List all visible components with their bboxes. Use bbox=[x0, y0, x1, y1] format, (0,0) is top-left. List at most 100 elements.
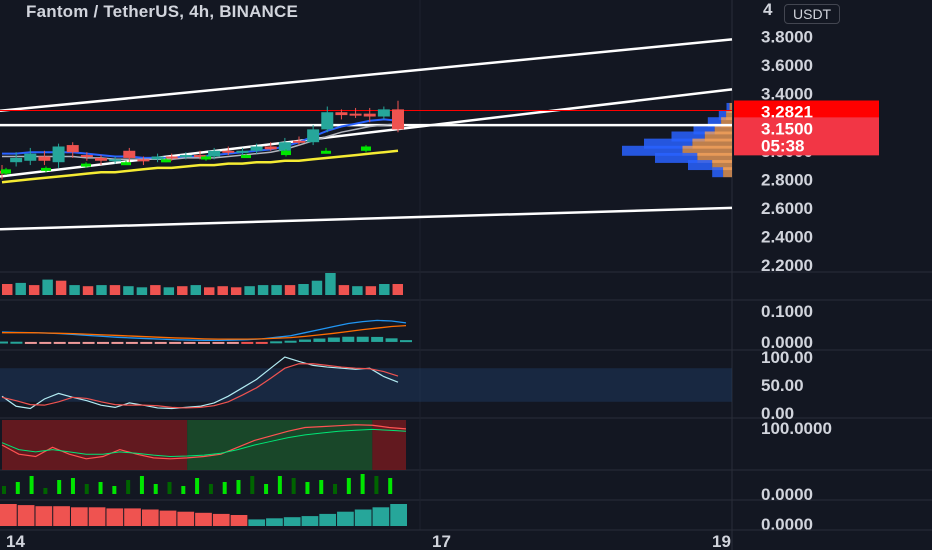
volume-osc-bar bbox=[217, 286, 228, 295]
bottom-hist-bar bbox=[266, 518, 283, 526]
oscillator-region bbox=[2, 420, 188, 470]
macd-hist-bar bbox=[284, 340, 297, 343]
stoch-d-line bbox=[1, 363, 399, 409]
macd-hist-bar bbox=[82, 341, 95, 344]
bottom-hist-bar bbox=[212, 513, 230, 526]
candle-body bbox=[165, 156, 178, 159]
x-tick-label: 17 bbox=[432, 532, 451, 550]
bottom-hist-bar bbox=[301, 516, 319, 526]
candle-body bbox=[123, 150, 136, 158]
macd-hist-bar bbox=[111, 341, 124, 344]
volume-osc-bar bbox=[392, 284, 403, 295]
green-bar bbox=[57, 480, 62, 494]
volume-osc-bar bbox=[15, 282, 26, 295]
green-bar bbox=[112, 486, 117, 494]
volume-osc-bar bbox=[298, 284, 309, 295]
bottom-hist-bar bbox=[70, 507, 88, 526]
stoch-y-tick: 100.00 bbox=[761, 348, 813, 367]
bottom-hist-bar bbox=[372, 507, 390, 526]
macd-hist-bar bbox=[212, 341, 225, 344]
signal-candle-body bbox=[321, 150, 331, 154]
stoch-band bbox=[0, 368, 732, 402]
candle-body bbox=[363, 113, 376, 117]
countdown-label: 05:38 bbox=[761, 136, 804, 155]
signal-candle-body bbox=[81, 163, 91, 167]
volume-profile-bar bbox=[723, 167, 732, 178]
y-tick-top: 4 bbox=[763, 0, 773, 19]
volume-osc-bar bbox=[136, 287, 148, 295]
volume-osc-bar bbox=[257, 285, 269, 295]
green-bar bbox=[2, 486, 6, 494]
green-pane-y-tick: 0.0000 bbox=[761, 485, 813, 504]
macd-hist-bar bbox=[140, 341, 153, 344]
volume-osc-bar bbox=[244, 286, 255, 295]
macd-hist-bar bbox=[198, 341, 210, 344]
volume-profile-bar bbox=[693, 124, 715, 135]
candle-body bbox=[38, 156, 51, 161]
volume-profile-bar bbox=[697, 152, 732, 163]
candle-body bbox=[208, 150, 221, 157]
volume-profile-bar bbox=[721, 117, 732, 128]
candle-body bbox=[335, 112, 348, 116]
macd-hist-bar bbox=[183, 341, 196, 344]
green-bar bbox=[346, 478, 351, 494]
volume-profile-bar bbox=[729, 102, 732, 113]
green-bar bbox=[98, 482, 103, 494]
bottom-hist-bar bbox=[283, 517, 301, 526]
macd-hist-bar bbox=[342, 336, 355, 342]
green-bar bbox=[139, 476, 144, 494]
candle-body bbox=[349, 113, 362, 116]
signal-candle-body bbox=[281, 150, 291, 156]
chart-title: Fantom / TetherUS, 4h, BINANCE bbox=[26, 2, 299, 21]
macd-hist-bar bbox=[68, 341, 81, 344]
volume-osc-bar bbox=[379, 284, 390, 295]
bottom-hist-bar bbox=[159, 510, 177, 526]
stoch-k-line bbox=[1, 356, 399, 410]
green-bar bbox=[208, 484, 213, 494]
green-bar bbox=[29, 476, 34, 494]
currency-selector-button[interactable]: USDT bbox=[784, 4, 841, 24]
bottom-hist-bar bbox=[35, 506, 53, 526]
signal-candle-body bbox=[201, 156, 211, 160]
bottom-pane-y-tick: 0.0000 bbox=[761, 515, 813, 534]
current-price-label-bg bbox=[734, 117, 879, 156]
bottom-hist-bar bbox=[390, 504, 407, 526]
volume-osc-bar bbox=[230, 287, 242, 295]
bottom-hist-bar bbox=[230, 515, 248, 526]
bottom-hist-bar bbox=[88, 507, 106, 526]
signal-candle-body bbox=[121, 162, 131, 166]
green-bar bbox=[167, 482, 172, 494]
green-bar bbox=[291, 478, 296, 494]
ma-yellow-line bbox=[1, 149, 399, 184]
volume-osc-bar bbox=[2, 284, 13, 295]
candle-body bbox=[377, 109, 390, 117]
volume-profile-bar bbox=[712, 167, 724, 178]
macd-hist-bar bbox=[125, 341, 138, 344]
osc-y-tick: 100.0000 bbox=[761, 419, 832, 438]
volume-osc-bar bbox=[42, 279, 53, 295]
macd-hist-bar bbox=[356, 336, 369, 342]
green-bar bbox=[388, 478, 393, 494]
stoch-y-tick: 50.00 bbox=[761, 376, 804, 395]
volume-osc-bar bbox=[55, 280, 67, 295]
candle-body bbox=[264, 146, 277, 150]
volume-osc-bar bbox=[109, 285, 121, 295]
candle-body bbox=[307, 129, 320, 143]
candle-body bbox=[151, 156, 164, 160]
volume-osc-bar bbox=[311, 280, 323, 295]
last-price-label-bg bbox=[734, 100, 879, 120]
macd-hist-bar bbox=[255, 341, 268, 344]
candle-body bbox=[80, 155, 93, 158]
volume-profile-bar bbox=[726, 102, 730, 113]
volume-osc-bar bbox=[365, 286, 377, 295]
green-bar bbox=[333, 484, 338, 494]
oscillator-region bbox=[187, 420, 373, 470]
green-bar bbox=[319, 480, 324, 494]
macd-line bbox=[1, 319, 407, 342]
macd-hist-bar bbox=[400, 340, 412, 343]
green-bar bbox=[84, 484, 89, 494]
x-tick-label: 19 bbox=[712, 532, 731, 550]
volume-profile-bar bbox=[712, 160, 732, 171]
candle-body bbox=[250, 146, 263, 151]
